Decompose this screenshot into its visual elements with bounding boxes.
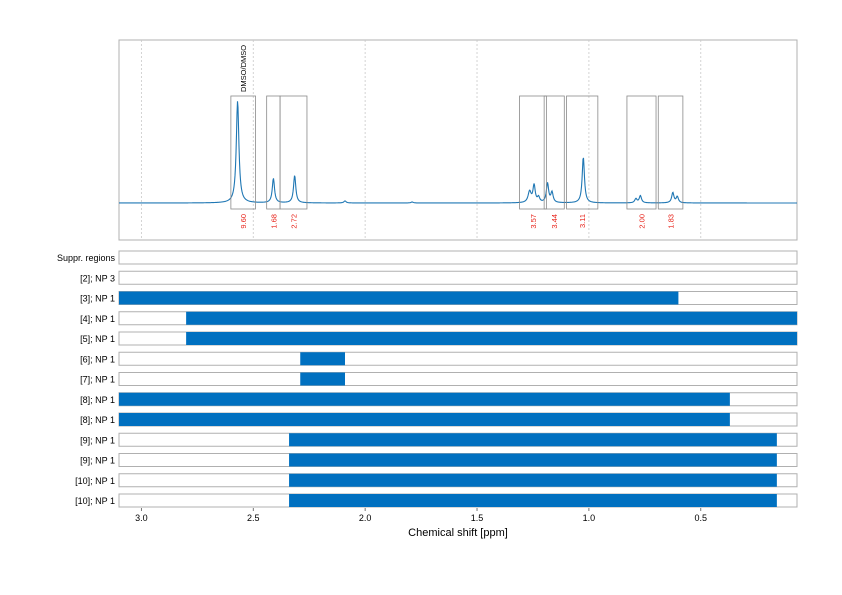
region-row-label: Suppr. regions: [57, 253, 116, 263]
integration-region-box: [657, 95, 684, 210]
region-row-label: [8]; NP 1: [80, 395, 115, 405]
region-bar: [186, 311, 797, 325]
spectrum-frame: [118, 39, 798, 241]
regions-panel: Suppr. regions [2]; NP 3 [3]; NP 1 [4]; NP …: [57, 250, 798, 508]
integration-value-label: 3.11: [578, 214, 587, 228]
integration-value-label: 3.44: [550, 214, 559, 229]
integration-region-box: [230, 95, 256, 210]
x-axis-label: Chemical shift [ppm]: [408, 527, 508, 539]
region-row-track: [118, 372, 798, 386]
region-row-label: [6]; NP 1: [80, 354, 115, 364]
region-bar: [300, 352, 345, 366]
region-row-label: [2]; NP 3: [80, 273, 115, 283]
integration-region-box: [519, 95, 547, 210]
integration-value-label: 9.60: [239, 214, 248, 229]
region-annotation: DMSO/DMSO: [239, 45, 248, 92]
x-tick-label: 0.5: [695, 513, 708, 523]
region-row-label: [8]; NP 1: [80, 415, 115, 425]
spectrum-panel: 9.60 DMSO/DMSO 1.68 2.72 3.57 3.44 3.11 2.00 1.8…: [118, 39, 798, 241]
spectrum-line: [119, 101, 797, 204]
integration-value-label: 1.83: [667, 214, 676, 229]
region-bar: [289, 494, 777, 507]
x-tick-label: 2.0: [359, 513, 372, 523]
integration-region-box: [566, 95, 599, 210]
region-row-label: [4]; NP 1: [80, 314, 115, 324]
region-row-label: [7]; NP 1: [80, 375, 115, 385]
region-row-label: [9]; NP 1: [80, 456, 115, 466]
region-row-track: [118, 250, 798, 265]
x-axis: 3.0 2.5 2.0 1.5 1.0 0.5: [135, 508, 707, 523]
region-row-label: [10]; NP 1: [75, 476, 115, 486]
integration-value-label: 1.68: [269, 214, 278, 229]
region-row-label: [9]; NP 1: [80, 435, 115, 445]
x-tick-label: 2.5: [247, 513, 260, 523]
integration-value-label: 3.57: [529, 214, 538, 229]
region-row-label: [3]; NP 1: [80, 294, 115, 304]
integration-value-label: 2.00: [637, 214, 646, 229]
region-row-label: [10]; NP 1: [75, 496, 115, 506]
region-bar: [289, 473, 777, 487]
region-bar: [186, 332, 797, 345]
region-bar: [289, 453, 777, 467]
x-tick-label: 1.5: [471, 513, 484, 523]
region-bar: [119, 392, 730, 406]
region-bar: [119, 291, 679, 305]
integration-region-box: [279, 95, 308, 210]
x-tick-label: 1.0: [583, 513, 596, 523]
region-bar: [119, 413, 730, 426]
region-bar: [289, 433, 777, 447]
region-bar: [300, 372, 345, 386]
region-row-track: [118, 270, 798, 285]
integration-region-box: [626, 95, 657, 210]
region-row-track: [118, 351, 798, 366]
integration-value-label: 2.72: [290, 214, 299, 229]
region-row-label: [5]; NP 1: [80, 334, 115, 344]
x-tick-label: 3.0: [135, 513, 148, 523]
integration-region-box: [543, 95, 565, 210]
